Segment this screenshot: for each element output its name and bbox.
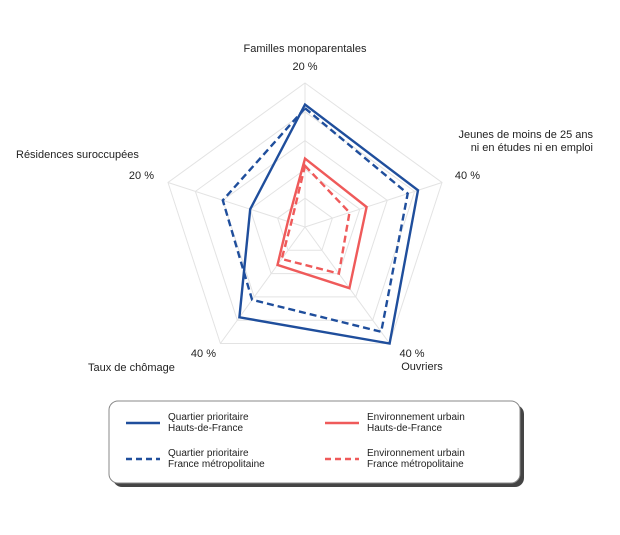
axis-max-label-4: 20 %	[129, 170, 154, 182]
series-2	[276, 156, 368, 290]
grid-spoke-3	[219, 226, 306, 344]
legend-label-3-line-1: France métropolitaine	[367, 459, 464, 470]
grid-ring-5	[167, 82, 443, 344]
axis-label-1-line-0: Jeunes de moins de 25 ans	[458, 129, 593, 141]
grid-ring-3	[222, 139, 388, 298]
axis-max-label-2: 40 %	[399, 348, 424, 360]
grid-ring-4	[194, 111, 416, 321]
legend-label-3-line-0: Environnement urbain	[367, 448, 465, 459]
axis-labels: Familles monoparentales 20 % Jeunes de moi…	[16, 43, 593, 374]
series-3	[280, 163, 351, 276]
legend-box	[108, 400, 521, 484]
series-0	[238, 102, 420, 345]
legend-label-1-line-0: Quartier prioritaire	[168, 448, 249, 459]
axis-label-2-line-0: Ouvriers	[401, 361, 443, 373]
series-1	[221, 106, 410, 334]
axis-max-label-0: 20 %	[292, 61, 317, 73]
legend-label-0-line-0: Quartier prioritaire	[168, 412, 249, 423]
grid-spoke-1	[304, 182, 443, 228]
grid-spoke-2	[304, 226, 391, 344]
axis-max-label-3: 40 %	[191, 348, 216, 360]
grid-spoke-4	[167, 182, 306, 228]
legend-label-2-line-0: Environnement urbain	[367, 412, 465, 423]
axis-label-1-line-1: ni en études ni en emploi	[471, 142, 593, 154]
radar-grid	[167, 82, 443, 344]
legend-label-2-line-1: Hauts-de-France	[367, 423, 442, 434]
axis-label-4-line-0: Résidences suroccupées	[16, 149, 139, 161]
axis-label-0-line-0: Familles monoparentales	[244, 43, 367, 55]
legend-label-0-line-1: Hauts-de-France	[168, 423, 243, 434]
axis-max-label-1: 40 %	[455, 170, 480, 182]
axis-label-3-line-0: Taux de chômage	[88, 362, 175, 374]
radar-series	[221, 102, 420, 345]
legend-label-1-line-1: France métropolitaine	[168, 459, 265, 470]
legend: Quartier prioritaireHauts-de-FranceQuart…	[108, 400, 524, 487]
grid-ring-1	[277, 197, 333, 251]
